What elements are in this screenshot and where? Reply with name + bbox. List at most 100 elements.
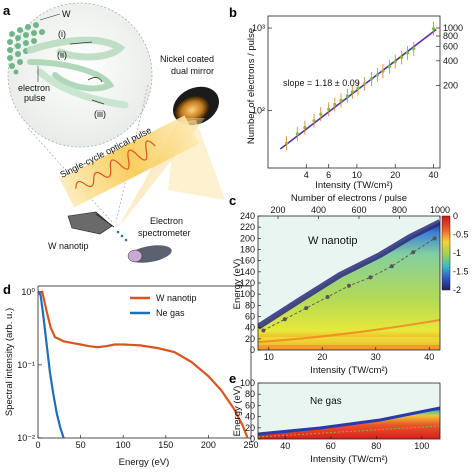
legend-w-nanotip: W nanotip <box>156 293 197 303</box>
cutoff-point <box>325 294 330 299</box>
panel-label-b: b <box>229 5 237 20</box>
y-tick-label-c: 60 <box>245 312 255 322</box>
y-tick-label-c: 180 <box>240 245 255 255</box>
legend-ne-gas: Ne gas <box>156 308 185 318</box>
arrow-ii <box>87 77 103 83</box>
panel-a: a W (i) (ii) (iii) electron pulse Ni <box>3 2 225 263</box>
y-tick-label-c: 160 <box>240 256 255 266</box>
y-tick-label-c: 100 <box>240 289 255 299</box>
data-point <box>345 94 349 98</box>
y-tick-label-e: 60 <box>245 400 255 410</box>
data-point <box>333 102 337 107</box>
data-point <box>387 65 391 69</box>
plot-b-frame <box>267 15 441 169</box>
y-tick-label-c: 120 <box>240 278 255 288</box>
top-tick-label-c: 400 <box>311 205 326 215</box>
x-tick-label-d: 250 <box>243 440 258 450</box>
x-tick-label-d: 50 <box>76 440 86 450</box>
y-tick-label-c: 240 <box>240 211 255 221</box>
y-tick-label-e: 0 <box>250 434 255 444</box>
colorbar-tick-label: -0.5 <box>453 230 469 240</box>
panel-label-a: a <box>3 3 11 18</box>
top-tick-label-c: 1000 <box>430 205 450 215</box>
y-right-tick-label-b: 400 <box>443 56 458 66</box>
mirror-label-1: Nickel coated <box>160 54 214 64</box>
y-tick-label-c: 220 <box>240 222 255 232</box>
series-line-w-nanotip <box>38 290 249 438</box>
cutoff-points <box>261 236 437 333</box>
data-point <box>327 107 331 111</box>
w-pointer <box>39 13 61 21</box>
zoom-line-right <box>115 84 149 223</box>
plot-d-frame <box>37 285 252 439</box>
colorbar-tick-label: -2 <box>453 285 461 295</box>
tungsten-atoms <box>7 22 45 75</box>
plot-e-title: Ne gas <box>310 396 342 407</box>
plot-c-ticks: 10 20 30 4002040608010012014016018020022024… <box>240 205 450 362</box>
data-point <box>381 69 385 73</box>
cutoff-point <box>282 317 287 322</box>
spectrometer-label-2: spectrometer <box>138 228 191 238</box>
panel-label-c: c <box>229 193 236 208</box>
electron-pulse-label-1: electron <box>18 83 50 93</box>
nanotip-label: W nanotip <box>48 241 89 251</box>
data-point <box>363 82 367 86</box>
x-tick-label-c: 30 <box>371 352 381 362</box>
colorbar-tick-label: 0 <box>453 211 458 221</box>
magnified-view-circle <box>7 2 153 148</box>
data-point <box>312 119 316 123</box>
plot-b-points <box>284 21 436 151</box>
plot-e-ylabel: Energy (eV) <box>232 386 243 437</box>
cutoff-point <box>261 328 266 333</box>
y-tick-label-c: 0 <box>250 345 255 355</box>
x-tick-label-b: 10 <box>352 170 362 180</box>
y-tick-label-c: 140 <box>240 267 255 277</box>
panel-label-e: e <box>229 371 236 386</box>
data-point <box>303 125 307 130</box>
mode-i-label: (i) <box>58 29 66 39</box>
x-tick-label-e: 40 <box>280 441 290 451</box>
x-tick-label-e: 100 <box>414 441 429 451</box>
trajectory-ii <box>27 59 115 92</box>
nanotip-holder <box>67 211 115 235</box>
arrow-i <box>69 41 93 45</box>
cutoff-point <box>347 283 351 288</box>
arrow-iii <box>91 99 105 105</box>
y-tick-label-e: 20 <box>245 423 255 433</box>
y-tick-label-d: 10⁰ <box>21 287 35 297</box>
heatmap-c <box>258 216 440 350</box>
cutoff-point <box>411 250 416 255</box>
x-tick-label-b: 6 <box>326 170 331 180</box>
colorbar-tick-label: -1 <box>453 248 461 258</box>
plot-e-frame <box>257 382 441 440</box>
plot-c-top-xlabel: Number of electrons / pulse <box>291 193 407 204</box>
x-tick-label-d: 150 <box>158 440 173 450</box>
x-tick-label-c: 10 <box>264 352 274 362</box>
panel-label-d: d <box>3 282 11 297</box>
x-tick-label-c: 40 <box>424 352 434 362</box>
x-tick-label-d: 0 <box>35 440 40 450</box>
data-point <box>400 55 404 60</box>
y-tick-label-c: 20 <box>245 334 255 344</box>
plot-d-lines <box>38 290 249 438</box>
x-tick-label-e: 80 <box>371 441 381 451</box>
plot-b-ylabel: Number of electrons / pulse <box>246 28 257 144</box>
cutoff-point <box>304 306 309 311</box>
data-point <box>369 77 374 81</box>
x-tick-label-c: 20 <box>317 352 327 362</box>
top-tick-label-c: 800 <box>392 205 407 215</box>
data-point <box>284 141 289 145</box>
spectrometer-label-1: Electron <box>150 216 183 226</box>
y-tick-label-c: 40 <box>245 323 255 333</box>
y-tick-label-d: 10⁻¹ <box>17 360 35 370</box>
cutoff-point <box>389 264 394 269</box>
y-tick-label-b: 10² <box>252 105 265 115</box>
cutoff-point <box>432 236 437 241</box>
y-right-tick-label-b: 600 <box>443 41 458 51</box>
heatmap-e <box>258 383 440 439</box>
y-tick-label-b: 10³ <box>252 23 265 33</box>
